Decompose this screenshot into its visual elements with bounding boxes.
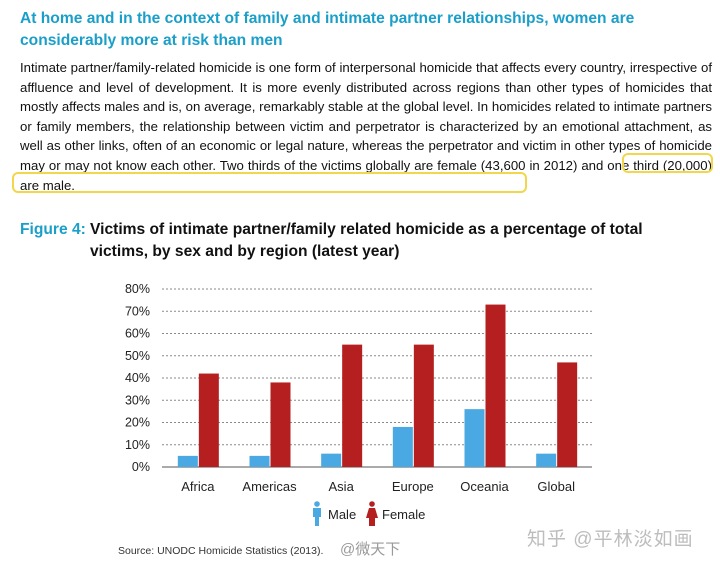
y-tick-label: 20%: [125, 416, 150, 430]
y-tick-label: 0%: [132, 460, 150, 474]
bar-male: [177, 455, 198, 467]
y-tick-label: 30%: [125, 393, 150, 407]
highlight-box-line-1: [622, 153, 713, 173]
bar-female: [270, 382, 291, 467]
watermark-zhihu: 知乎 @平林淡如画: [527, 529, 694, 550]
bar-female: [198, 373, 219, 467]
female-person-icon: [366, 501, 378, 526]
x-category-label: Europe: [392, 479, 434, 494]
x-category-label: Africa: [181, 479, 215, 494]
bar-female: [485, 304, 506, 467]
bar-male: [321, 453, 342, 467]
bar-female: [557, 362, 578, 467]
x-category-label: Global: [537, 479, 575, 494]
x-category-label: Oceania: [460, 479, 509, 494]
figure-title: Victims of intimate partner/family relat…: [90, 221, 643, 260]
body-paragraph: Intimate partner/family-related homicide…: [20, 60, 712, 193]
section-heading: At home and in the context of family and…: [20, 10, 635, 49]
y-tick-label: 70%: [125, 304, 150, 318]
bar-chart: 0% 10% 20% 30% 40% 50% 60% 70% 80% Africa Americas…: [125, 282, 592, 526]
bar-female: [342, 344, 363, 467]
x-category-label: Asia: [329, 479, 355, 494]
bar-male: [249, 455, 270, 467]
highlight-box-line-2: [12, 172, 527, 193]
y-tick-label: 80%: [125, 282, 150, 296]
bar-male: [464, 409, 485, 467]
bar-male: [536, 453, 557, 467]
male-person-icon: [313, 501, 321, 526]
watermark-weibo: @微天下: [340, 541, 401, 558]
bar-male: [392, 426, 413, 467]
y-tick-label: 40%: [125, 371, 150, 385]
y-tick-label: 50%: [125, 349, 150, 363]
figure-label: Figure 4:: [20, 221, 86, 238]
x-category-label: Americas: [242, 479, 297, 494]
bar-female: [413, 344, 434, 467]
source-note: Source: UNODC Homicide Statistics (2013)…: [118, 545, 324, 557]
legend-label-male: Male: [328, 507, 356, 522]
y-tick-label: 60%: [125, 327, 150, 341]
y-tick-label: 10%: [125, 438, 150, 452]
legend-label-female: Female: [382, 507, 425, 522]
